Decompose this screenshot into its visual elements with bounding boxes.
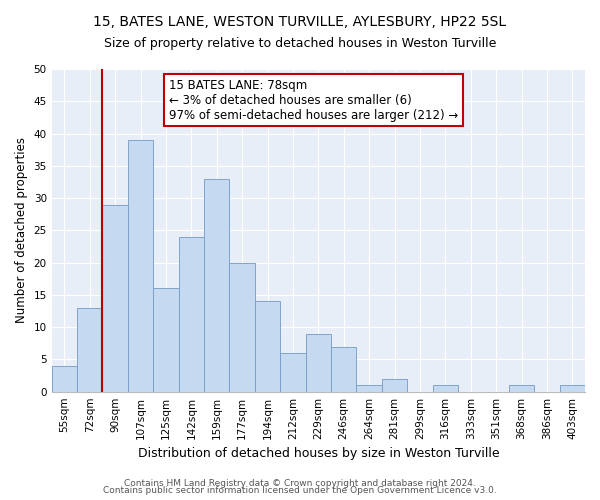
Text: Size of property relative to detached houses in Weston Turville: Size of property relative to detached ho… — [104, 38, 496, 51]
Bar — [509, 385, 534, 392]
Text: 15, BATES LANE, WESTON TURVILLE, AYLESBURY, HP22 5SL: 15, BATES LANE, WESTON TURVILLE, AYLESBU… — [94, 15, 506, 29]
Y-axis label: Number of detached properties: Number of detached properties — [15, 138, 28, 324]
Bar — [280, 353, 305, 392]
Bar — [356, 385, 382, 392]
Bar — [52, 366, 77, 392]
Text: 15 BATES LANE: 78sqm
← 3% of detached houses are smaller (6)
97% of semi-detache: 15 BATES LANE: 78sqm ← 3% of detached ho… — [169, 78, 458, 122]
Bar — [560, 385, 585, 392]
Bar — [128, 140, 153, 392]
X-axis label: Distribution of detached houses by size in Weston Turville: Distribution of detached houses by size … — [137, 447, 499, 460]
Bar — [433, 385, 458, 392]
Text: Contains HM Land Registry data © Crown copyright and database right 2024.: Contains HM Land Registry data © Crown c… — [124, 478, 476, 488]
Bar — [179, 237, 204, 392]
Bar — [153, 288, 179, 392]
Bar — [229, 262, 255, 392]
Bar — [255, 302, 280, 392]
Bar — [204, 178, 229, 392]
Text: Contains public sector information licensed under the Open Government Licence v3: Contains public sector information licen… — [103, 486, 497, 495]
Bar — [103, 204, 128, 392]
Bar — [77, 308, 103, 392]
Bar — [382, 379, 407, 392]
Bar — [305, 334, 331, 392]
Bar — [331, 346, 356, 392]
